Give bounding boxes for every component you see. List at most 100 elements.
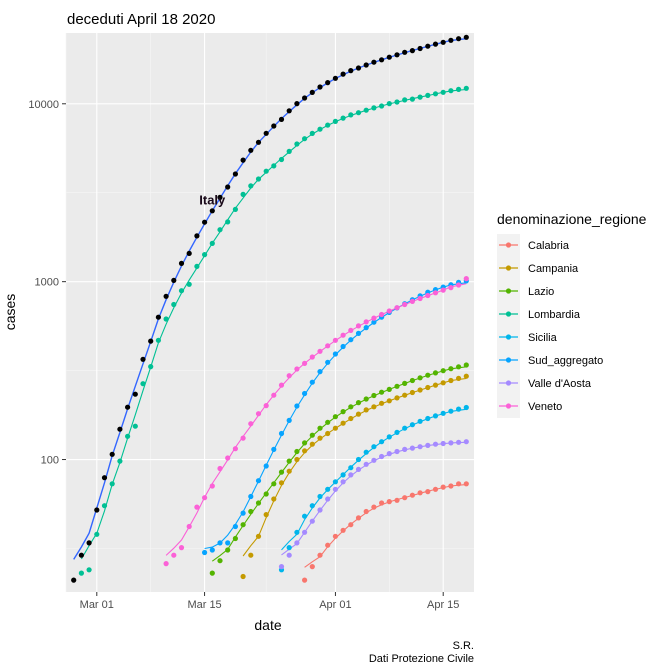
x-tick-label: Mar 01 <box>80 599 114 611</box>
point-lombardia <box>332 118 338 124</box>
point-campania <box>263 511 269 518</box>
point-italy <box>448 37 454 43</box>
point-lombardia <box>417 94 423 100</box>
point-calabria <box>448 483 454 489</box>
point-calabria <box>302 577 308 583</box>
point-calabria <box>394 497 400 503</box>
legend-key-point <box>505 288 512 294</box>
point-lombardia <box>448 88 454 94</box>
fit-line-veneto <box>165 283 467 556</box>
point-campania <box>332 425 338 431</box>
point-lazio <box>294 448 300 455</box>
point-lombardia <box>178 288 185 294</box>
point-calabria <box>440 484 446 490</box>
point-lombardia <box>325 122 331 128</box>
point-italy <box>217 194 223 200</box>
point-sud-aggregato <box>278 430 285 437</box>
point-lombardia <box>132 423 138 429</box>
point-valle-d-aosta <box>278 564 285 570</box>
legend-label-veneto: Veneto <box>528 401 562 413</box>
point-lombardia <box>217 227 223 233</box>
point-lombardia <box>409 96 415 102</box>
point-calabria <box>402 495 408 501</box>
point-sicilia <box>348 465 354 471</box>
legend: Calabria Campania Lazio Lombardia Sicilia Sud… <box>497 234 603 418</box>
point-valle-d-aosta <box>371 457 377 463</box>
point-campania <box>371 404 377 410</box>
point-calabria <box>417 490 423 496</box>
point-valle-d-aosta <box>325 496 331 502</box>
point-veneto <box>217 465 223 472</box>
point-veneto <box>456 282 462 288</box>
point-italy <box>417 45 423 52</box>
point-italy <box>379 57 385 63</box>
point-campania <box>309 441 315 447</box>
point-campania <box>302 448 308 454</box>
point-italy <box>248 147 254 153</box>
point-sicilia <box>456 406 462 412</box>
point-valle-d-aosta <box>286 552 292 558</box>
point-sud-aggregato <box>225 540 231 546</box>
point-sud-aggregato <box>302 390 308 397</box>
point-sicilia <box>440 410 446 416</box>
point-lazio <box>348 404 354 410</box>
point-lazio <box>278 469 285 475</box>
point-veneto <box>394 305 400 311</box>
x-tick-label: Mar 15 <box>187 599 221 611</box>
point-valle-d-aosta <box>448 440 454 446</box>
point-lombardia <box>294 141 300 147</box>
point-lazio <box>463 362 469 368</box>
point-veneto <box>332 337 338 343</box>
point-campania <box>240 573 246 580</box>
point-italy <box>394 52 400 58</box>
legend-key-point <box>505 380 512 386</box>
point-lombardia <box>140 381 146 387</box>
point-valle-d-aosta <box>348 472 354 478</box>
point-lazio <box>255 500 262 506</box>
y-tick-label: 100 <box>41 455 59 467</box>
point-veneto <box>371 315 377 321</box>
legend-label-calabria: Calabria <box>528 240 570 252</box>
point-veneto <box>386 308 392 314</box>
point-lazio <box>271 481 277 487</box>
point-valle-d-aosta <box>294 540 300 546</box>
point-veneto <box>255 411 262 417</box>
point-lombardia <box>232 206 238 212</box>
point-lombardia <box>78 570 84 576</box>
point-veneto <box>325 343 331 349</box>
point-sud-aggregato <box>255 478 262 484</box>
point-italy <box>140 356 146 362</box>
point-valle-d-aosta <box>332 486 338 492</box>
point-sud-aggregato <box>271 446 277 452</box>
point-campania <box>440 380 446 386</box>
point-campania <box>248 552 254 558</box>
point-italy <box>340 71 346 77</box>
point-lombardia <box>271 163 277 169</box>
fit-line-calabria <box>304 484 467 568</box>
x-tick-label: Apr 15 <box>427 599 459 611</box>
point-lombardia <box>94 531 100 537</box>
point-veneto <box>425 292 431 299</box>
point-italy <box>101 475 108 481</box>
caption-line-2: Dati Protezione Civile <box>369 653 474 665</box>
point-italy <box>409 48 415 54</box>
point-lombardia <box>225 219 231 225</box>
point-veneto <box>302 360 308 366</box>
point-sud-aggregato <box>294 403 300 409</box>
point-valle-d-aosta <box>355 466 362 472</box>
point-lombardia <box>155 337 161 343</box>
point-lombardia <box>379 103 385 109</box>
point-campania <box>294 456 300 463</box>
legend-label-lombardia: Lombardia <box>528 309 581 321</box>
point-sud-aggregato <box>202 549 208 556</box>
point-valle-d-aosta <box>363 461 369 467</box>
point-sud-aggregato <box>286 417 292 423</box>
point-valle-d-aosta <box>440 440 446 447</box>
point-valle-d-aosta <box>302 529 308 535</box>
point-italy <box>94 507 100 513</box>
point-lombardia <box>163 316 169 322</box>
point-valle-d-aosta <box>317 507 323 513</box>
point-lazio <box>217 558 223 564</box>
point-sicilia <box>371 444 377 450</box>
point-italy <box>240 157 246 163</box>
